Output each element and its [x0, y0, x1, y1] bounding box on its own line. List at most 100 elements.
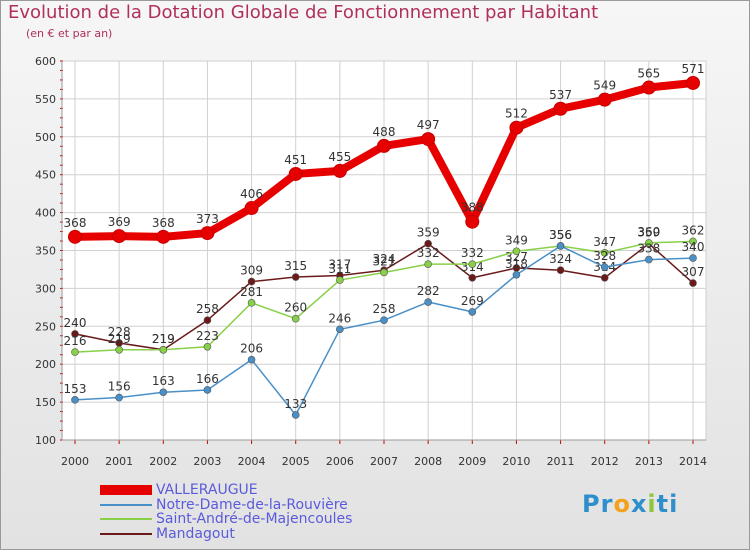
x-tick-label: 2001: [105, 455, 133, 468]
data-point: [156, 229, 171, 244]
data-point: [115, 393, 123, 402]
y-tick-label: 150: [35, 396, 56, 409]
data-label: 537: [549, 88, 572, 102]
x-tick-label: 2014: [679, 455, 707, 468]
series-0: 368 369 368 373 406 451 455 488 497 388 512 537 549 5…: [64, 62, 704, 244]
data-point: [380, 316, 388, 325]
data-label: 219: [152, 332, 175, 346]
y-tick-label: 350: [35, 245, 56, 258]
data-label: 565: [637, 67, 660, 81]
data-label: 359: [417, 226, 440, 240]
data-point: [291, 314, 300, 323]
data-label: 315: [284, 259, 307, 273]
data-label: 488: [373, 125, 396, 139]
data-label: 368: [64, 216, 87, 230]
data-label: 332: [417, 246, 440, 260]
data-point: [203, 386, 212, 394]
legend-swatch: [100, 485, 152, 496]
data-point: [115, 345, 123, 354]
data-label: 166: [196, 372, 219, 386]
data-label: 317: [328, 258, 351, 272]
data-label: 206: [240, 342, 263, 356]
data-label: 260: [284, 301, 307, 315]
data-point: [203, 342, 212, 351]
logo-letter: ti: [656, 490, 679, 518]
chart-title: Evolution de la Dotation Globale de Fonc…: [8, 2, 599, 23]
data-label: 360: [637, 225, 660, 239]
legend-label: Saint-André-de-Majencoules: [156, 511, 353, 527]
y-tick-label: 550: [35, 93, 56, 106]
data-point: [556, 266, 565, 275]
legend-swatch: [100, 503, 152, 506]
data-label: 455: [328, 150, 351, 164]
logo-letter: i: [647, 490, 657, 518]
data-label: 321: [373, 254, 396, 268]
y-tick-label: 250: [35, 320, 56, 333]
data-label: 258: [373, 302, 396, 316]
data-label: 307: [682, 265, 705, 279]
data-point: [203, 316, 212, 325]
data-label: 282: [417, 284, 440, 298]
x-tick-label: 2003: [193, 455, 221, 468]
x-tick-label: 2000: [61, 455, 89, 468]
logo-letter: o: [613, 490, 631, 518]
x-tick-label: 2008: [414, 455, 442, 468]
y-tick-label: 400: [35, 207, 56, 220]
data-point: [689, 254, 697, 262]
x-tick-label: 2013: [635, 455, 663, 468]
y-tick-label: 200: [35, 358, 56, 371]
data-point: [71, 348, 79, 356]
data-point: [336, 325, 344, 334]
data-label: 269: [461, 294, 484, 308]
y-tick-label: 300: [35, 282, 56, 295]
data-point: [509, 120, 524, 135]
y-tick-label: 450: [35, 169, 56, 182]
data-label: 549: [593, 79, 616, 93]
data-label: 340: [682, 240, 705, 254]
x-tick-label: 2004: [238, 455, 266, 468]
data-point: [377, 138, 391, 153]
data-point: [512, 270, 521, 279]
data-point: [468, 260, 477, 268]
data-point: [159, 388, 168, 397]
data-label: 258: [196, 302, 219, 316]
data-label: 512: [505, 107, 528, 121]
data-label: 156: [108, 380, 131, 394]
data-point: [336, 276, 344, 284]
data-point: [686, 75, 700, 90]
data-point: [244, 201, 259, 216]
data-point: [200, 226, 215, 241]
data-point: [553, 101, 568, 116]
data-point: [71, 330, 79, 338]
data-point: [288, 166, 303, 181]
x-tick-label: 2002: [149, 455, 177, 468]
data-label: 219: [108, 332, 131, 346]
x-tick-label: 2005: [282, 455, 310, 468]
data-label: 311: [328, 262, 351, 276]
data-label: 451: [284, 153, 307, 167]
data-label: 388: [461, 201, 484, 215]
data-label: 219: [152, 332, 175, 346]
legend-label: VALLERAUGUE: [156, 482, 258, 498]
data-point: [600, 248, 609, 257]
data-label: 281: [240, 285, 263, 299]
data-point: [424, 298, 432, 306]
data-point: [247, 277, 256, 286]
y-tick-label: 100: [35, 434, 56, 447]
data-label: 338: [637, 242, 660, 256]
proxiti-logo: Proxiti: [582, 490, 678, 518]
data-label: 349: [505, 233, 528, 247]
logo-letter: x: [630, 490, 648, 518]
data-label: 328: [593, 249, 616, 263]
x-tick-label: 2006: [326, 455, 354, 468]
data-point: [112, 229, 127, 244]
legend-swatch: [100, 518, 152, 521]
legend-label: Notre-Dame-de-la-Rouvière: [156, 496, 348, 513]
chart-subtitle: (en € et par an): [26, 27, 113, 40]
data-label: 373: [196, 212, 219, 226]
data-point: [645, 239, 653, 247]
data-label: 332: [461, 246, 484, 260]
logo-letter: Pr: [582, 490, 614, 518]
data-point: [556, 242, 565, 250]
